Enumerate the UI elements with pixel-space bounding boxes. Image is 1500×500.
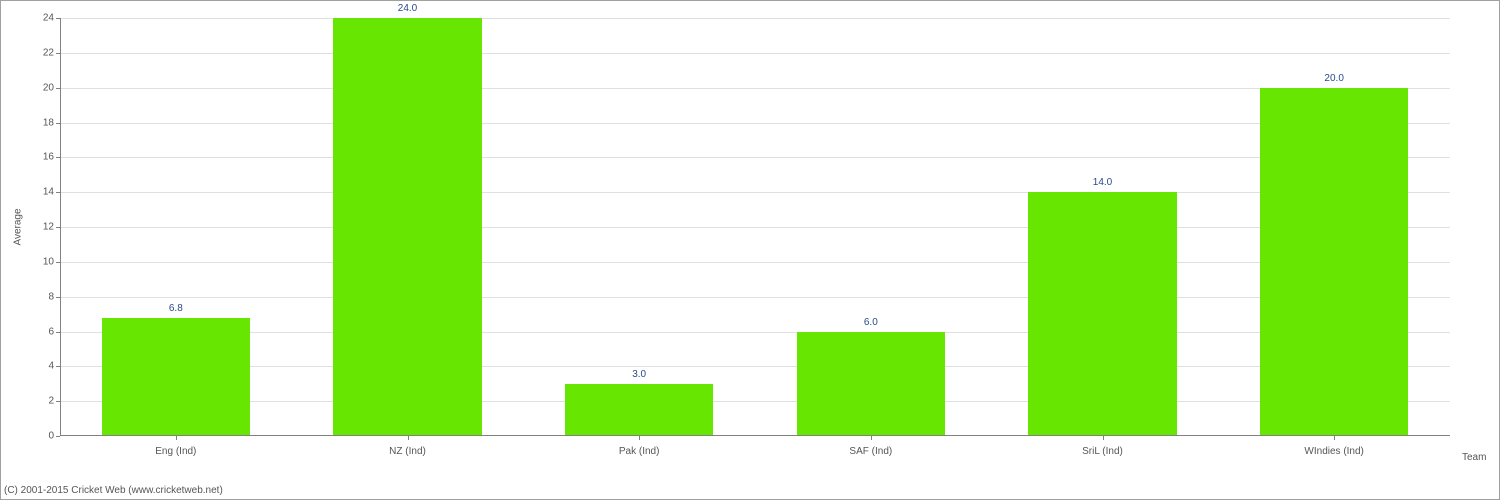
- gridline: [60, 192, 1450, 193]
- gridline: [60, 123, 1450, 124]
- y-tick-label: 14: [43, 187, 60, 198]
- gridline: [60, 157, 1450, 158]
- x-tick-label: SAF (Ind): [849, 436, 892, 457]
- gridline: [60, 227, 1450, 228]
- bar-value-label: 3.0: [632, 369, 646, 380]
- gridline: [60, 262, 1450, 263]
- x-axis-title: Team: [1462, 452, 1486, 463]
- bar: [1028, 192, 1176, 436]
- gridline: [60, 88, 1450, 89]
- y-tick-label: 8: [48, 291, 60, 302]
- x-axis-line: [60, 435, 1450, 436]
- x-tick-label: NZ (Ind): [389, 436, 426, 457]
- bar: [333, 18, 481, 436]
- y-axis-title: Average: [13, 208, 24, 245]
- x-tick-label: Pak (Ind): [619, 436, 660, 457]
- bar-value-label: 20.0: [1324, 73, 1343, 84]
- y-tick-label: 16: [43, 152, 60, 163]
- copyright-text: (C) 2001-2015 Cricket Web (www.cricketwe…: [4, 485, 223, 496]
- y-tick-label: 10: [43, 256, 60, 267]
- x-tick-label: Eng (Ind): [155, 436, 196, 457]
- gridline: [60, 401, 1450, 402]
- y-tick-label: 2: [48, 396, 60, 407]
- y-axis-line: [60, 18, 61, 436]
- gridline: [60, 18, 1450, 19]
- x-tick-label: SriL (Ind): [1082, 436, 1123, 457]
- bar: [565, 384, 713, 436]
- y-tick-label: 0: [48, 431, 60, 442]
- y-tick-label: 22: [43, 47, 60, 58]
- bar-value-label: 6.0: [864, 317, 878, 328]
- gridline: [60, 53, 1450, 54]
- y-tick-label: 20: [43, 82, 60, 93]
- bar-value-label: 6.8: [169, 303, 183, 314]
- y-tick-label: 6: [48, 326, 60, 337]
- y-tick-label: 18: [43, 117, 60, 128]
- bar: [1260, 88, 1408, 436]
- y-tick-label: 4: [48, 361, 60, 372]
- gridline: [60, 366, 1450, 367]
- gridline: [60, 332, 1450, 333]
- y-tick-label: 24: [43, 13, 60, 24]
- y-tick-label: 12: [43, 222, 60, 233]
- bar-value-label: 14.0: [1093, 177, 1112, 188]
- bar: [102, 318, 250, 436]
- chart-plot-area: 0246810121416182022246.8Eng (Ind)24.0NZ …: [60, 18, 1450, 436]
- x-tick-label: WIndies (Ind): [1304, 436, 1363, 457]
- bar: [797, 332, 945, 437]
- bar-value-label: 24.0: [398, 3, 417, 14]
- gridline: [60, 297, 1450, 298]
